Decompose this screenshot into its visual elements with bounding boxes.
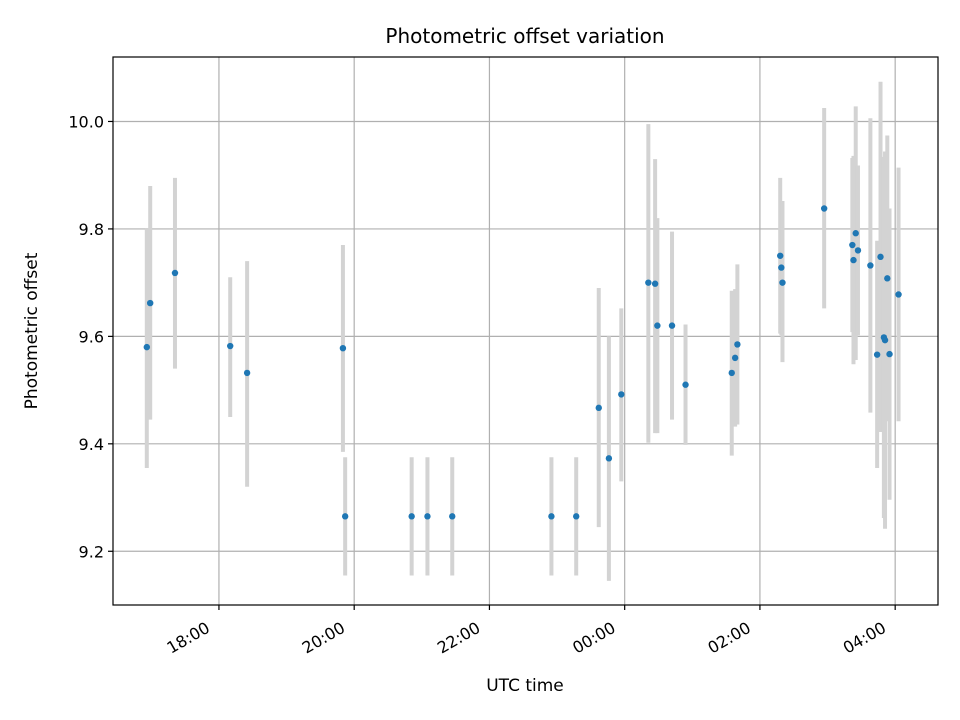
data-point — [854, 247, 862, 254]
y-tick-label: 9.2 — [79, 542, 104, 561]
data-point — [886, 350, 893, 358]
data-point — [849, 241, 856, 249]
data-point — [605, 455, 613, 462]
data-point — [881, 336, 889, 344]
data-point — [341, 513, 349, 520]
data-point — [171, 269, 179, 277]
data-point — [668, 322, 676, 329]
data-point — [449, 513, 456, 520]
data-point — [850, 256, 857, 264]
data-point — [243, 369, 251, 377]
data-point — [618, 391, 625, 398]
data-point — [143, 343, 151, 351]
y-axis-title: Photometric offset — [22, 252, 42, 409]
x-tick-label: 02:00 — [704, 618, 753, 658]
data-point — [645, 279, 652, 286]
data-point — [654, 322, 661, 329]
chart-title: Photometric offset variation — [385, 24, 664, 48]
plot-area — [112, 56, 939, 606]
x-axis-ticks: 18:00 20:00 22:00 00:00 02:00 04:00 — [164, 605, 896, 658]
data-point — [595, 404, 602, 412]
data-point — [651, 280, 659, 287]
x-tick-label: 18:00 — [164, 618, 213, 658]
plot-frame — [112, 56, 939, 606]
data-point — [573, 513, 580, 520]
data-point — [339, 344, 347, 352]
data-point — [884, 275, 891, 282]
data-point — [867, 262, 874, 269]
grid-lines — [113, 57, 938, 605]
data-point — [873, 351, 881, 358]
y-tick-label: 9.6 — [79, 327, 104, 346]
data-point — [777, 252, 784, 259]
data-point — [408, 513, 415, 520]
data-point — [734, 341, 741, 348]
x-tick-label: 20:00 — [299, 618, 348, 658]
y-tick-label: 9.4 — [79, 435, 104, 454]
y-axis-ticks: 9.2 9.4 9.6 9.8 10.0 — [68, 112, 113, 561]
data-point — [728, 369, 735, 377]
data-point — [852, 230, 859, 237]
x-tick-label: 04:00 — [840, 618, 889, 658]
data-point — [895, 291, 902, 298]
data-point — [146, 299, 154, 307]
data-point — [778, 264, 785, 271]
x-tick-label: 22:00 — [434, 618, 483, 658]
data-point — [682, 381, 689, 388]
data-point — [779, 279, 786, 286]
data-point — [731, 354, 739, 362]
data-point — [227, 342, 234, 350]
data-point — [548, 513, 555, 520]
error-bars — [144, 81, 901, 581]
data-point — [820, 205, 828, 212]
y-tick-label: 10.0 — [68, 112, 104, 131]
data-point — [424, 513, 431, 520]
data-points — [143, 205, 902, 520]
x-tick-label: 00:00 — [569, 618, 618, 658]
data-point — [877, 253, 884, 261]
y-tick-label: 9.8 — [79, 220, 104, 239]
x-axis-title: UTC time — [486, 676, 564, 696]
